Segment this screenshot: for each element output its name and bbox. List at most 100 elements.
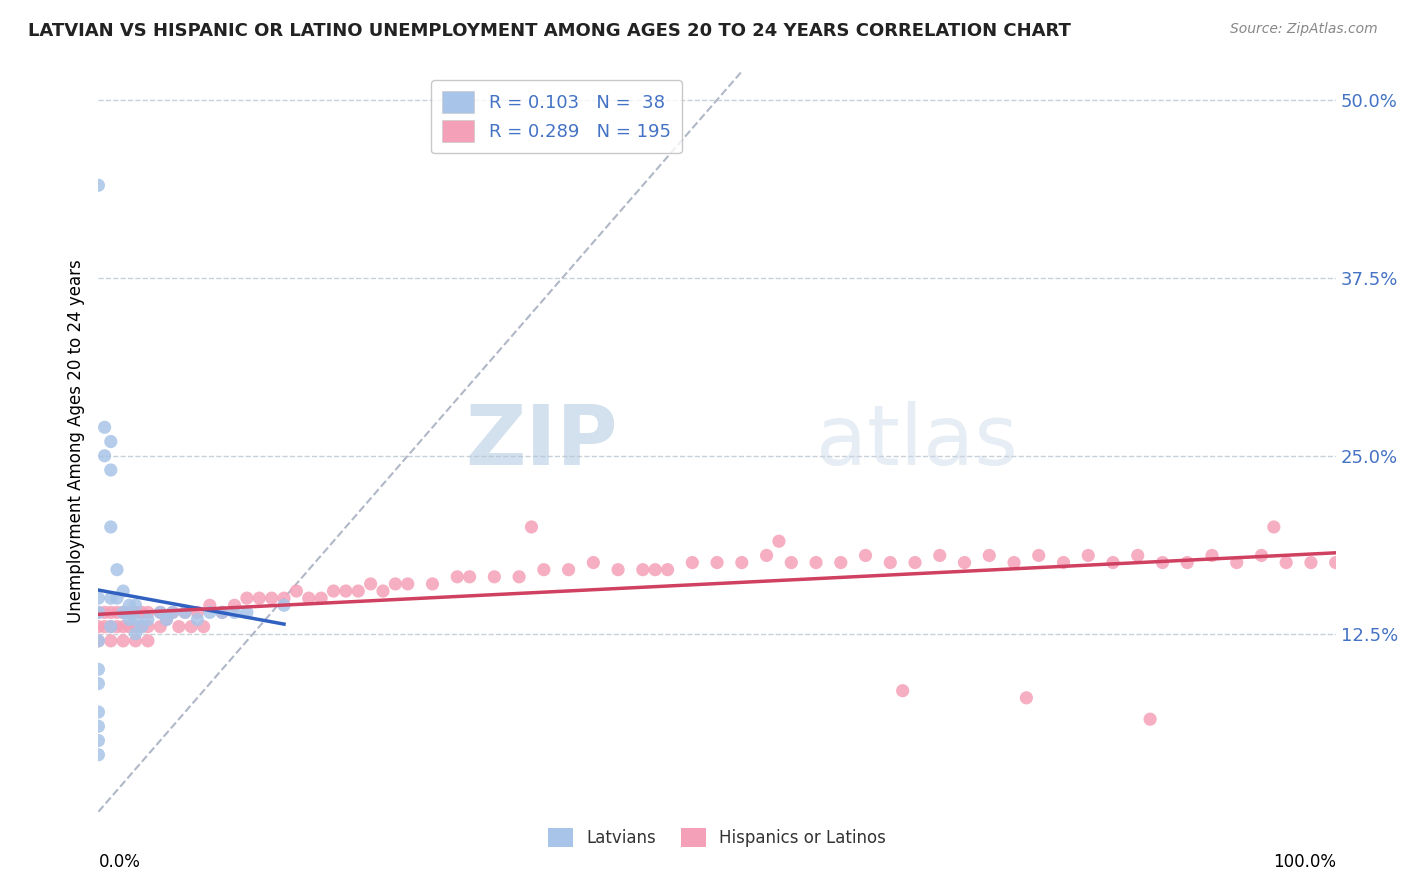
Point <box>607 563 630 577</box>
Point <box>186 613 208 627</box>
Y-axis label: Unemployment Among Ages 20 to 24 years: Unemployment Among Ages 20 to 24 years <box>66 260 84 624</box>
Point <box>384 577 406 591</box>
Point <box>112 606 135 620</box>
Point <box>87 676 110 690</box>
Point <box>155 613 177 627</box>
Point <box>124 613 146 627</box>
Point <box>891 683 914 698</box>
Point <box>87 619 110 633</box>
Point <box>118 606 141 620</box>
Point <box>112 606 135 620</box>
Point <box>105 563 128 577</box>
Point <box>198 606 221 620</box>
Point <box>533 563 555 577</box>
Point <box>904 556 927 570</box>
Point <box>953 556 976 570</box>
Point <box>1028 549 1050 563</box>
Point <box>118 619 141 633</box>
Text: 0.0%: 0.0% <box>98 854 141 871</box>
Point <box>100 591 122 606</box>
Point <box>755 549 778 563</box>
Point <box>174 606 197 620</box>
Point <box>100 619 122 633</box>
Point <box>93 449 115 463</box>
Point <box>93 619 115 633</box>
Point <box>657 563 679 577</box>
Point <box>87 719 110 733</box>
Point <box>124 626 146 640</box>
Point <box>347 584 370 599</box>
Point <box>167 619 190 633</box>
Point <box>124 599 146 613</box>
Point <box>322 584 344 599</box>
Point <box>118 599 141 613</box>
Text: Source: ZipAtlas.com: Source: ZipAtlas.com <box>1230 22 1378 37</box>
Point <box>105 606 128 620</box>
Point <box>644 563 666 577</box>
Point <box>87 662 110 676</box>
Point <box>260 591 283 606</box>
Point <box>520 520 543 534</box>
Point <box>87 747 110 762</box>
Point <box>484 570 506 584</box>
Point <box>87 606 110 620</box>
Point <box>508 570 530 584</box>
Point <box>131 619 153 633</box>
Point <box>124 606 146 620</box>
Point <box>285 584 308 599</box>
Point <box>224 599 246 613</box>
Point <box>87 633 110 648</box>
Point <box>855 549 877 563</box>
Point <box>582 556 605 570</box>
Point <box>1126 549 1149 563</box>
Point <box>273 599 295 613</box>
Point <box>879 556 901 570</box>
Point <box>186 606 208 620</box>
Point <box>396 577 419 591</box>
Text: ZIP: ZIP <box>465 401 619 482</box>
Point <box>100 520 122 534</box>
Point <box>1077 549 1099 563</box>
Point <box>100 619 122 633</box>
Point <box>193 619 215 633</box>
Point <box>105 591 128 606</box>
Point <box>112 584 135 599</box>
Point <box>136 633 159 648</box>
Point <box>211 606 233 620</box>
Point <box>174 606 197 620</box>
Point <box>93 606 115 620</box>
Legend: Latvians, Hispanics or Latinos: Latvians, Hispanics or Latinos <box>540 819 894 855</box>
Point <box>298 591 321 606</box>
Point <box>979 549 1001 563</box>
Point <box>360 577 382 591</box>
Point <box>681 556 703 570</box>
Point <box>136 619 159 633</box>
Point <box>149 619 172 633</box>
Point <box>557 563 579 577</box>
Point <box>1002 556 1025 570</box>
Point <box>162 606 184 620</box>
Point <box>118 613 141 627</box>
Point <box>198 599 221 613</box>
Point <box>93 420 115 434</box>
Point <box>1275 556 1298 570</box>
Text: atlas: atlas <box>815 401 1018 482</box>
Point <box>273 591 295 606</box>
Point <box>155 613 177 627</box>
Point <box>87 705 110 719</box>
Point <box>928 549 950 563</box>
Point <box>309 591 332 606</box>
Point <box>458 570 481 584</box>
Text: LATVIAN VS HISPANIC OR LATINO UNEMPLOYMENT AMONG AGES 20 TO 24 YEARS CORRELATION: LATVIAN VS HISPANIC OR LATINO UNEMPLOYME… <box>28 22 1071 40</box>
Point <box>100 463 122 477</box>
Point <box>1102 556 1125 570</box>
Point <box>768 534 790 549</box>
Point <box>247 591 270 606</box>
Point <box>87 633 110 648</box>
Point <box>236 591 259 606</box>
Point <box>422 577 444 591</box>
Point <box>105 619 128 633</box>
Point <box>1152 556 1174 570</box>
Point <box>1175 556 1198 570</box>
Point <box>112 633 135 648</box>
